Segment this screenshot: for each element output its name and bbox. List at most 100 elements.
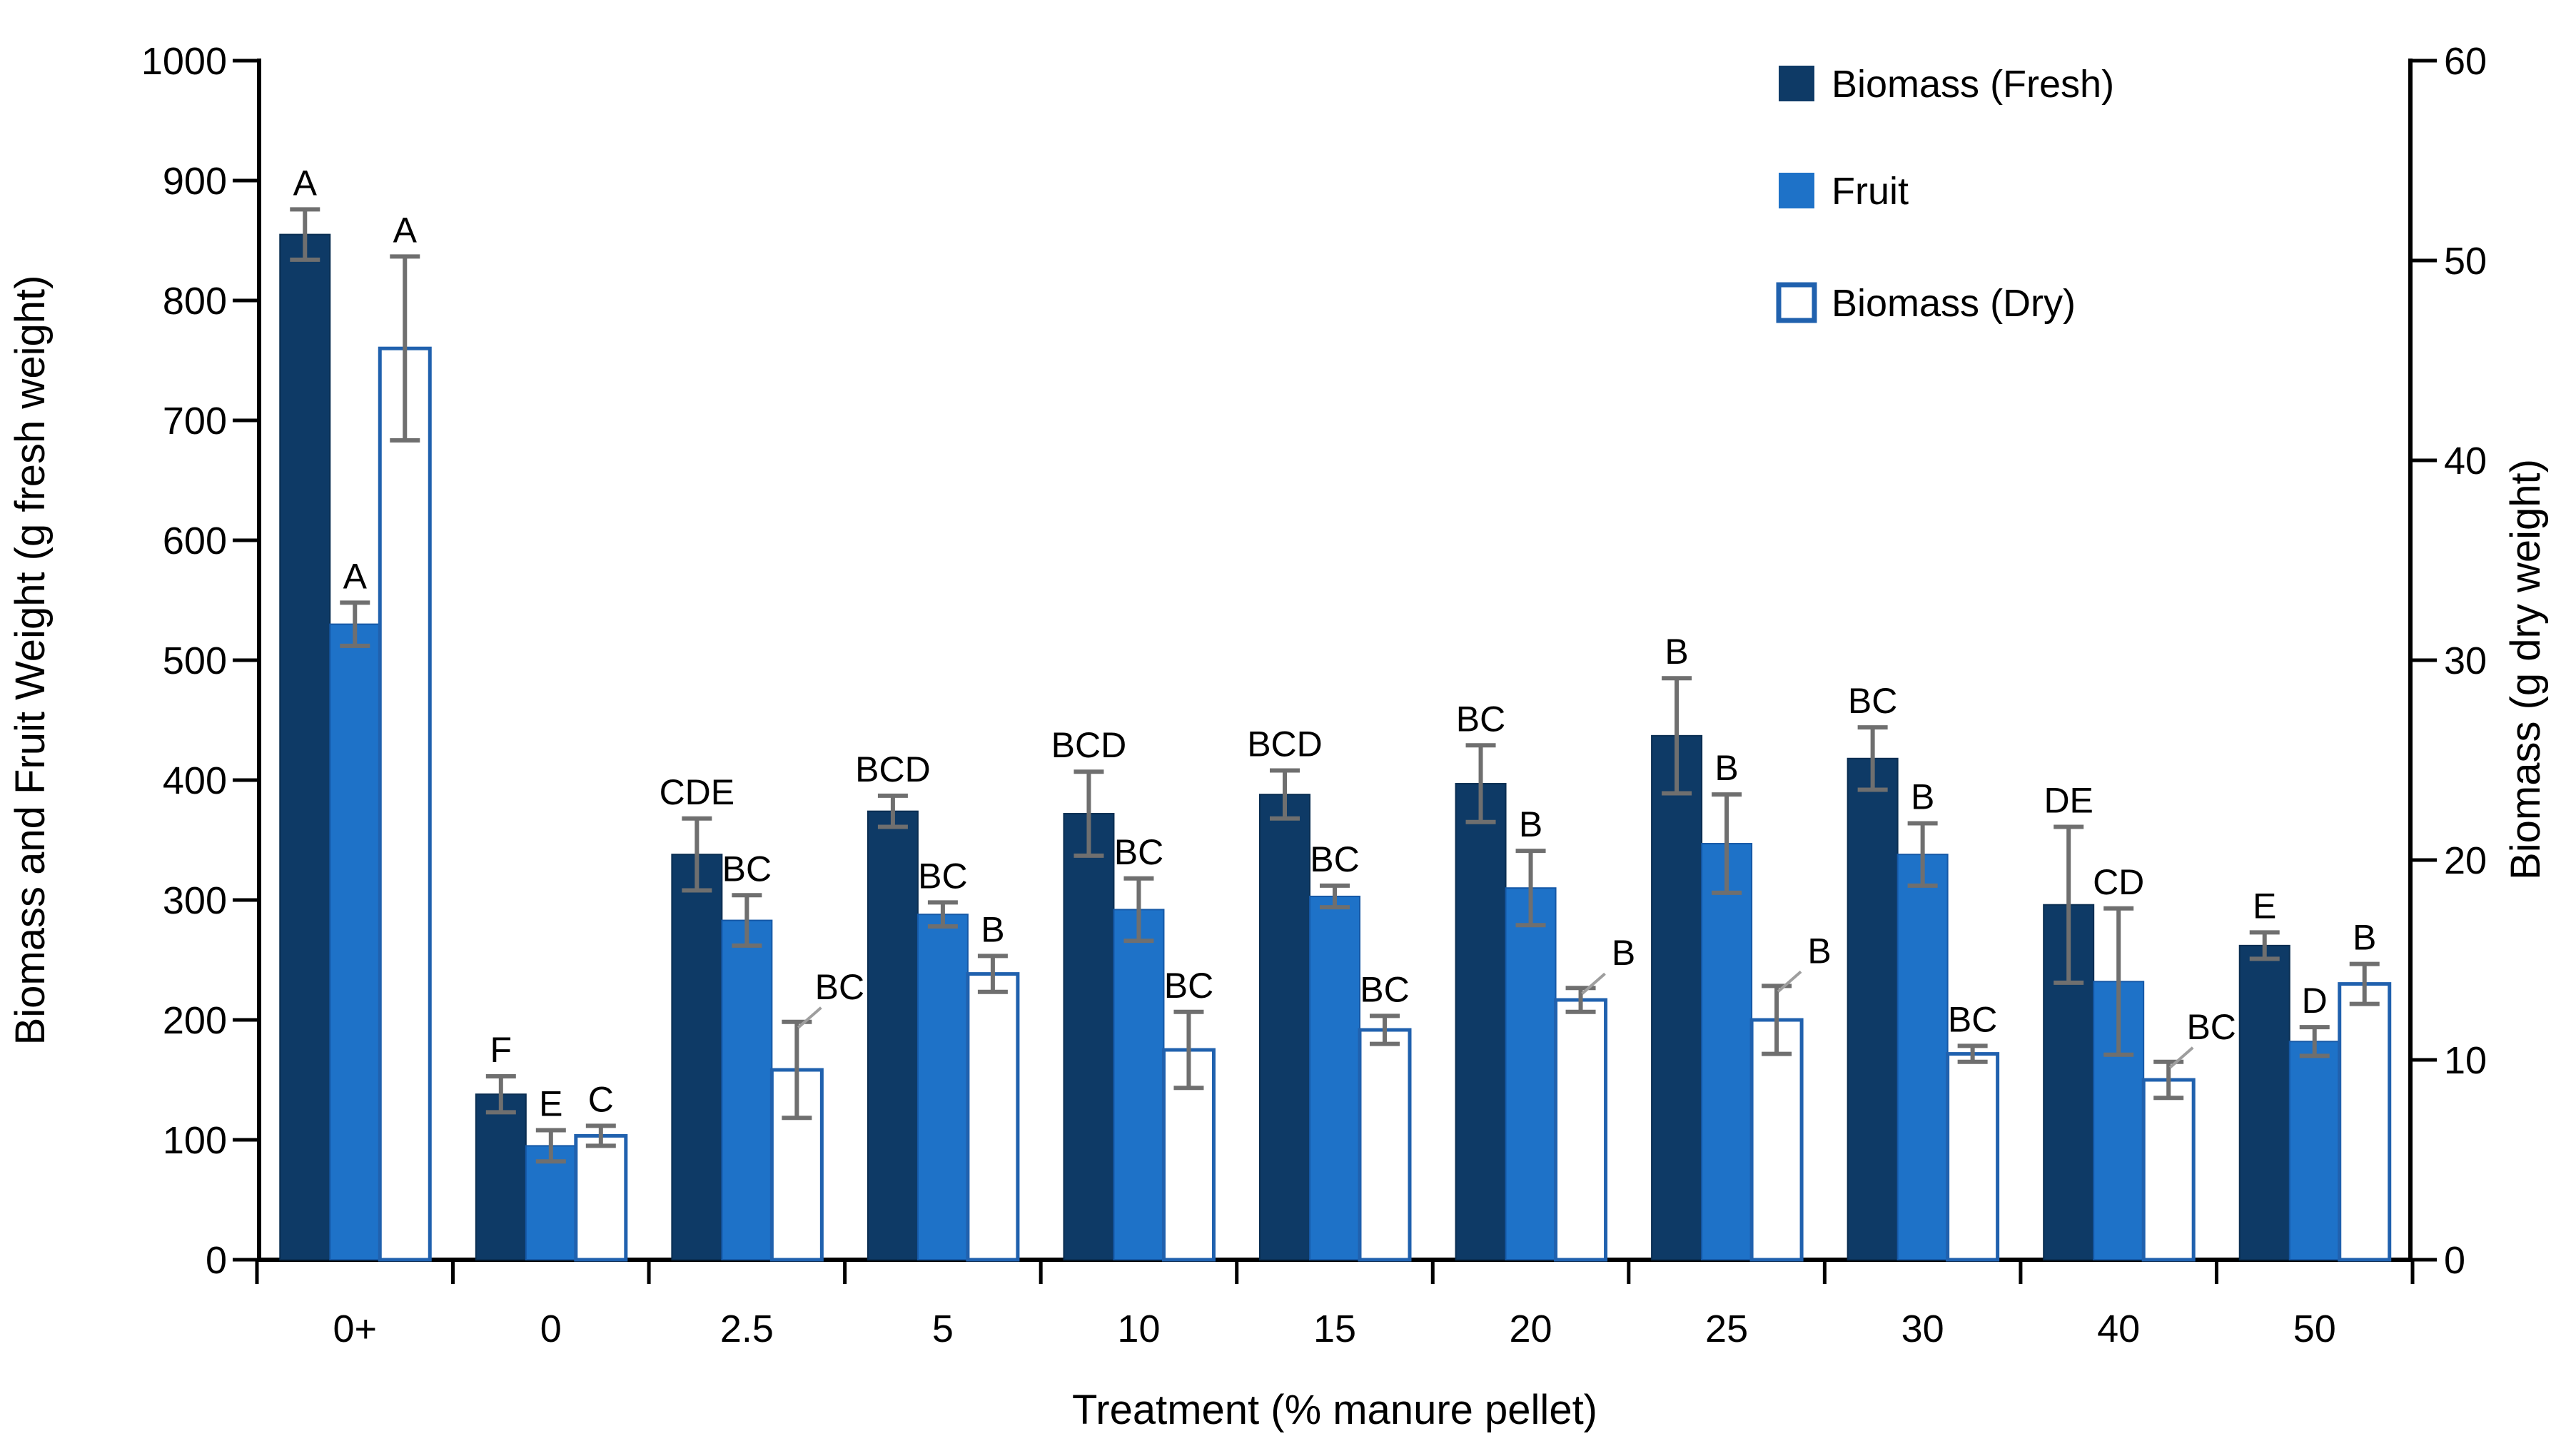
y-axis-tick-label-left: 700	[163, 400, 227, 443]
leader-line	[1581, 972, 1606, 995]
x-category-label: 20	[1510, 1308, 1552, 1350]
bar-fruit-50	[2288, 1041, 2340, 1260]
x-category-label: 50	[2293, 1308, 2336, 1350]
sig-letter: A	[343, 556, 368, 596]
leader-line	[797, 1006, 822, 1029]
sig-letter: B	[1519, 804, 1542, 844]
sig-letter: BCD	[1247, 724, 1323, 764]
sig-letter: BC	[1948, 999, 1997, 1039]
sig-letter: E	[2253, 886, 2276, 926]
bar-biomass-fresh--2.5	[671, 854, 723, 1261]
x-category-label: 15	[1313, 1308, 1356, 1350]
legend-label-biomass-dry: Biomass (Dry)	[1832, 282, 2076, 325]
bar-fruit-10	[1113, 909, 1165, 1260]
sig-letter: DE	[2044, 781, 2093, 821]
bar-biomass-dry--40	[2141, 1078, 2196, 1262]
y-axis-tick-label-right: 50	[2444, 240, 2487, 283]
bar-biomass-dry--20	[1554, 998, 1608, 1262]
x-category-label: 25	[1705, 1308, 1748, 1350]
bar-fruit-2.5	[721, 919, 773, 1261]
y-axis-tick-label-left: 200	[163, 999, 227, 1042]
y-axis-tick-label-right: 30	[2444, 639, 2487, 682]
bar-biomass-fresh--20	[1455, 783, 1507, 1261]
sig-letter: CDE	[660, 772, 735, 812]
legend-swatch-fruit	[1779, 173, 1814, 208]
sig-letter: B	[2353, 918, 2376, 958]
legend: Biomass (Fresh) Fruit Biomass (Dry)	[1776, 63, 2114, 325]
bar-fruit-30	[1896, 854, 1949, 1261]
x-category-label: 30	[1901, 1308, 1944, 1350]
plot-area: 0100200300400500600700800900100001020304…	[141, 40, 2487, 1350]
sig-letter: D	[2302, 981, 2328, 1021]
x-category-label: 10	[1117, 1308, 1160, 1350]
x-category-label: 0+	[333, 1308, 377, 1350]
bar-biomass-fresh--50	[2238, 944, 2290, 1260]
sig-letter: BC	[1360, 969, 1409, 1009]
bar-biomass-dry--25	[1749, 1018, 1804, 1262]
sig-letter: BC	[1114, 832, 1163, 872]
bar-biomass-fresh--25	[1651, 734, 1703, 1260]
sig-letter: BCD	[855, 749, 931, 789]
leader-line	[1777, 970, 1802, 993]
y-axis-tick-label-left: 400	[163, 759, 227, 802]
bar-biomass-dry--15	[1358, 1028, 1412, 1262]
bar-biomass-dry--0+	[378, 346, 432, 1262]
x-category-label: 0	[540, 1308, 562, 1350]
bar-fruit-0+	[329, 623, 381, 1260]
y-axis-tick-label-left: 0	[206, 1239, 227, 1282]
legend-label-biomass-fresh: Biomass (Fresh)	[1832, 63, 2114, 106]
sig-letter: BCD	[1051, 725, 1127, 765]
sig-letter: B	[1714, 748, 1738, 788]
bar-biomass-fresh--0	[475, 1093, 527, 1261]
bar-biomass-dry--30	[1946, 1052, 2000, 1262]
bar-fruit-15	[1309, 895, 1360, 1260]
sig-letter: A	[293, 163, 318, 203]
leader-line	[2168, 1046, 2194, 1069]
sig-letter: BC	[2186, 1007, 2236, 1047]
y-axis-title-right: Biomass (g dry weight)	[2502, 459, 2549, 880]
sig-letter: BC	[1848, 681, 1897, 721]
y-axis-tick-label-left: 900	[163, 160, 227, 203]
bar-biomass-fresh--15	[1259, 794, 1310, 1261]
y-axis-tick-label-left: 1000	[141, 40, 227, 83]
sig-letter: BC	[1310, 839, 1359, 879]
y-axis-tick-label-right: 40	[2444, 440, 2487, 482]
y-axis-title-left: Biomass and Fruit Weight (g fresh weight…	[7, 275, 54, 1046]
x-category-label: 2.5	[720, 1308, 774, 1350]
bar-biomass-fresh--0+	[279, 233, 331, 1261]
sig-letter: E	[539, 1084, 562, 1124]
sig-letter: BC	[1164, 966, 1213, 1006]
bar-biomass-fresh--5	[867, 810, 919, 1261]
bar-fruit-20	[1505, 887, 1557, 1260]
y-axis-tick-label-right: 20	[2444, 839, 2487, 882]
sig-letter: BC	[722, 849, 772, 889]
x-category-label: 5	[932, 1308, 954, 1350]
bar-biomass-fresh--30	[1847, 757, 1899, 1260]
bar-biomass-dry--5	[966, 972, 1020, 1262]
y-axis-tick-label-left: 300	[163, 879, 227, 922]
y-axis-tick-label-right: 0	[2444, 1239, 2465, 1282]
y-axis-tick-label-left: 600	[163, 520, 227, 562]
legend-swatch-biomass-dry	[1776, 282, 1817, 323]
bar-biomass-fresh--10	[1063, 813, 1115, 1261]
sig-letter: BC	[1456, 699, 1505, 739]
y-axis-tick-label-left: 100	[163, 1119, 227, 1162]
sig-letter: B	[1665, 632, 1688, 672]
y-axis-tick-label-right: 10	[2444, 1039, 2487, 1082]
y-axis-tick-label-left: 500	[163, 639, 227, 682]
sig-letter: B	[1807, 931, 1831, 971]
sig-letter: BC	[815, 967, 864, 1007]
sig-letter: B	[1612, 933, 1635, 973]
legend-label-fruit: Fruit	[1832, 170, 1909, 213]
sig-letter: B	[1911, 777, 1934, 817]
bar-fruit-25	[1701, 843, 1753, 1261]
y-axis-tick-label-right: 60	[2444, 40, 2487, 83]
sig-letter: B	[981, 909, 1004, 949]
sig-letter: F	[490, 1030, 512, 1070]
legend-swatch-biomass-fresh	[1779, 66, 1814, 101]
bar-fruit-5	[916, 914, 969, 1261]
sig-letter: C	[588, 1079, 614, 1119]
bar-biomass-dry--50	[2338, 982, 2392, 1262]
sig-letter: A	[393, 210, 418, 250]
